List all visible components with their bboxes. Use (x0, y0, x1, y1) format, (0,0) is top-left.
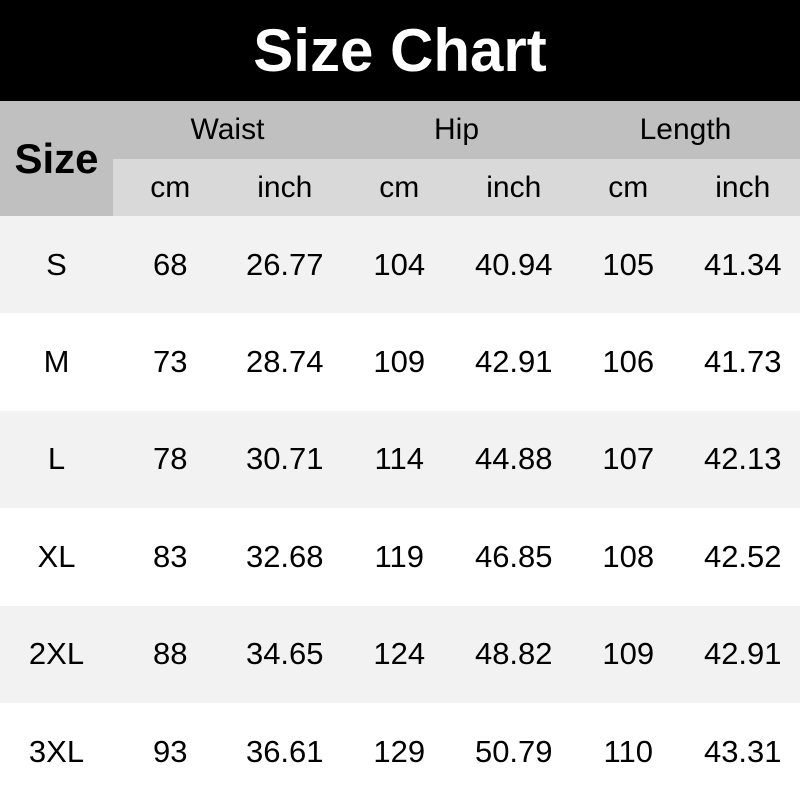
table-row: XL 83 32.68 119 46.85 108 42.52 (0, 508, 800, 606)
value-cell: 104 (373, 246, 426, 282)
hip-header: Hip (433, 113, 479, 146)
unit-header: cm (150, 170, 191, 204)
value-cell: 73 (153, 344, 188, 380)
table-body: S 68 26.77 104 40.94 105 41.34 M 73 28.74 109 42.91… (0, 216, 800, 800)
table-row: M 73 28.74 109 42.91 106 41.73 (0, 313, 800, 411)
length-header: Length (639, 113, 732, 146)
waist-header: Waist (190, 113, 265, 146)
unit-header-row: cm inch cm inch cm inch (113, 159, 800, 216)
size-cell: 3XL (28, 733, 85, 769)
value-cell: 41.34 (703, 246, 782, 282)
value-cell: 32.68 (245, 538, 324, 574)
value-cell: 26.77 (245, 246, 324, 282)
size-cell: M (43, 344, 70, 380)
value-cell: 124 (373, 636, 426, 672)
unit-header: inch (715, 170, 771, 204)
value-cell: 42.13 (703, 441, 782, 477)
value-cell: 78 (153, 441, 188, 477)
size-cell: S (46, 246, 67, 282)
value-cell: 114 (374, 441, 424, 477)
value-cell: 83 (153, 538, 188, 574)
value-cell: 40.94 (474, 246, 553, 282)
table-header: Size Waist Hip Length cm inch cm inch cm… (0, 101, 800, 216)
value-cell: 105 (602, 246, 655, 282)
table-row: 2XL 88 34.65 124 48.82 109 42.91 (0, 605, 800, 703)
value-cell: 106 (602, 344, 655, 380)
unit-header: cm (608, 170, 649, 204)
table-row: L 78 30.71 114 44.88 107 42.13 (0, 410, 800, 509)
value-cell: 42.91 (703, 636, 782, 672)
value-cell: 36.61 (245, 733, 324, 769)
value-cell: 108 (602, 538, 655, 574)
value-cell: 30.71 (245, 441, 324, 477)
value-cell: 93 (153, 733, 188, 769)
value-cell: 43.31 (703, 733, 782, 769)
value-cell: 42.91 (474, 344, 553, 380)
value-cell: 68 (153, 246, 188, 282)
size-header: Size (14, 134, 99, 182)
value-cell: 34.65 (245, 636, 324, 672)
value-cell: 41.73 (703, 344, 782, 380)
size-cell: XL (37, 538, 76, 574)
table-row: 3XL 93 36.61 129 50.79 110 43.31 (0, 702, 800, 800)
table-row: S 68 26.77 104 40.94 105 41.34 (0, 216, 800, 314)
value-cell: 46.85 (474, 538, 553, 574)
value-cell: 44.88 (474, 441, 553, 477)
size-cell: 2XL (28, 636, 85, 672)
unit-header: inch (257, 170, 313, 204)
value-cell: 107 (602, 441, 655, 477)
value-cell: 50.79 (474, 733, 553, 769)
value-cell: 88 (153, 636, 188, 672)
value-cell: 129 (373, 733, 426, 769)
value-cell: 42.52 (703, 538, 782, 574)
value-cell: 110 (603, 733, 653, 769)
unit-header: cm (379, 170, 420, 204)
value-cell: 109 (602, 636, 655, 672)
chart-title: Size Chart (0, 0, 800, 101)
value-cell: 28.74 (245, 344, 324, 380)
unit-header: inch (486, 170, 542, 204)
value-cell: 48.82 (474, 636, 553, 672)
size-cell: L (47, 441, 66, 477)
value-cell: 119 (374, 538, 424, 574)
value-cell: 109 (373, 344, 426, 380)
